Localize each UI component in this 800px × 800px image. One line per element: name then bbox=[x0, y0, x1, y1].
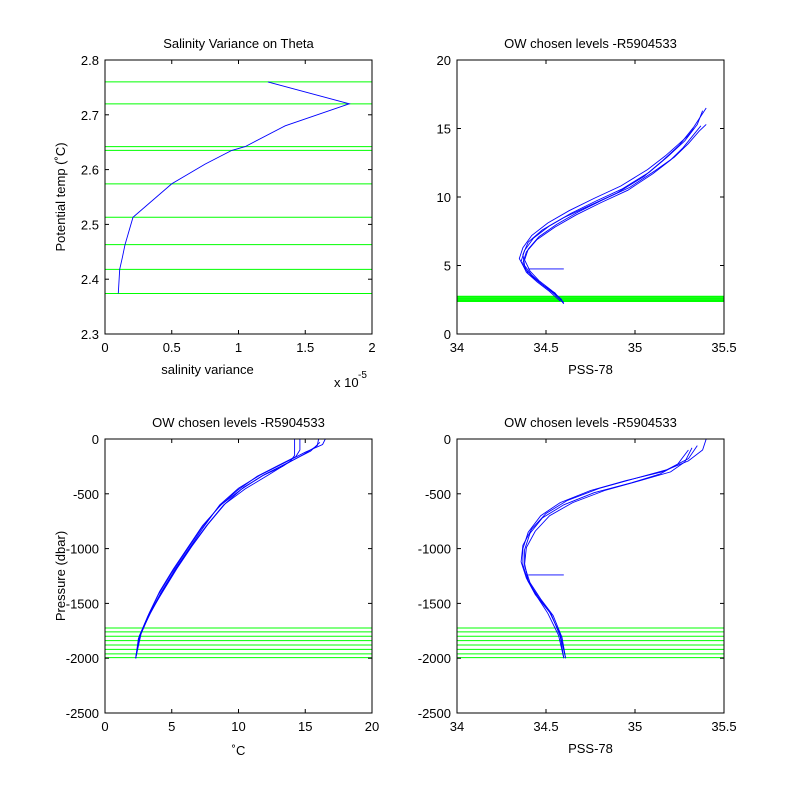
x-exponent-label: x 10 bbox=[334, 375, 359, 390]
x-tick-label: 35 bbox=[628, 340, 642, 355]
x-tick-label: 0 bbox=[101, 340, 108, 355]
y-tick-label: 10 bbox=[437, 190, 451, 205]
y-tick-label: 0 bbox=[92, 432, 99, 447]
y-tick-label: -1500 bbox=[66, 596, 99, 611]
x-tick-label: 10 bbox=[231, 719, 245, 734]
x-tick-label: 34.5 bbox=[533, 719, 558, 734]
x-tick-label: 15 bbox=[298, 719, 312, 734]
y-tick-label: -2000 bbox=[66, 651, 99, 666]
series-line bbox=[524, 124, 707, 301]
y-tick-label: 15 bbox=[437, 122, 451, 137]
plot-area bbox=[457, 60, 724, 334]
x-tick-label: 0 bbox=[101, 719, 108, 734]
x-tick-label: 0.5 bbox=[163, 340, 181, 355]
x-tick-label: 35 bbox=[628, 719, 642, 734]
chart-title: OW chosen levels -R5904533 bbox=[504, 36, 677, 51]
y-tick-label: 2.5 bbox=[81, 217, 99, 232]
panel-p4: 34 34.5 35 35.5 -2500 -2000 -1500 -1000 -500 0 OW … bbox=[418, 415, 737, 756]
x-tick-label: 1 bbox=[235, 340, 242, 355]
level-lines bbox=[457, 295, 724, 302]
y-tick-label: -1000 bbox=[418, 542, 451, 557]
y-tick-label: 0 bbox=[444, 327, 451, 342]
series-line bbox=[524, 447, 693, 659]
series-line bbox=[518, 128, 695, 299]
x-tick-label: 5 bbox=[168, 719, 175, 734]
axes-box bbox=[456, 438, 725, 714]
y-axis-label: Potential temp (˚C) bbox=[53, 142, 68, 251]
x-tick-label: 34 bbox=[450, 340, 464, 355]
x-tick-label: 34 bbox=[450, 719, 464, 734]
x-tick-label: 34.5 bbox=[533, 340, 558, 355]
x-axis-label: PSS-78 bbox=[568, 362, 613, 377]
x-exponent-power: -5 bbox=[358, 370, 367, 381]
series-line bbox=[135, 439, 320, 659]
x-axis-label: salinity variance bbox=[161, 362, 254, 377]
x-tick-label: 35.5 bbox=[711, 340, 736, 355]
profiles bbox=[135, 439, 326, 659]
x-axis-label: ˚C bbox=[232, 743, 246, 758]
y-tick-label: -500 bbox=[425, 487, 451, 502]
series-line bbox=[520, 445, 698, 659]
y-tick-label: 5 bbox=[444, 259, 451, 274]
y-tick-label: 20 bbox=[437, 53, 451, 68]
y-tick-label: 2.4 bbox=[81, 272, 99, 287]
panel-p1: 0 0.5 1 1.5 2 2.3 2.4 2.5 2.6 2.7 2.8 Salinity Vari… bbox=[53, 36, 376, 390]
y-tick-label: 2.3 bbox=[81, 327, 99, 342]
plot-area bbox=[457, 439, 724, 713]
profiles bbox=[117, 81, 351, 294]
series-line bbox=[524, 449, 689, 659]
y-tick-label: -2500 bbox=[66, 706, 99, 721]
level-lines bbox=[105, 627, 372, 659]
plot-area bbox=[105, 439, 372, 713]
y-tick-label: -2500 bbox=[418, 706, 451, 721]
panel-p3: 0 5 10 15 20 -2500 -2000 -1500 -1000 -500 0 OW chos… bbox=[53, 415, 379, 758]
series-line bbox=[117, 81, 351, 294]
y-tick-label: -1500 bbox=[418, 596, 451, 611]
x-tick-label: 1.5 bbox=[296, 340, 314, 355]
chart-title: OW chosen levels -R5904533 bbox=[152, 415, 325, 430]
y-tick-label: 2.6 bbox=[81, 163, 99, 178]
y-tick-label: 2.7 bbox=[81, 108, 99, 123]
profiles bbox=[518, 107, 707, 305]
x-tick-label: 20 bbox=[365, 719, 379, 734]
y-tick-label: -1000 bbox=[66, 542, 99, 557]
level-lines bbox=[105, 81, 372, 294]
panel-p2: 34 34.5 35 35.5 0 5 10 15 20 OW chosen levels -R5… bbox=[437, 36, 737, 377]
chart-title: Salinity Variance on Theta bbox=[163, 36, 314, 51]
plot-area bbox=[105, 60, 372, 334]
series-line bbox=[520, 110, 704, 302]
y-axis-label: Pressure (dbar) bbox=[53, 531, 68, 621]
y-tick-label: 0 bbox=[444, 432, 451, 447]
y-tick-label: -500 bbox=[73, 487, 99, 502]
y-tick-label: 2.8 bbox=[81, 53, 99, 68]
chart-title: OW chosen levels -R5904533 bbox=[504, 415, 677, 430]
level-lines bbox=[457, 627, 724, 659]
x-axis-label: PSS-78 bbox=[568, 741, 613, 756]
y-tick-label: -2000 bbox=[418, 651, 451, 666]
x-tick-label: 2 bbox=[368, 340, 375, 355]
x-tick-label: 35.5 bbox=[711, 719, 736, 734]
profiles bbox=[520, 439, 707, 659]
